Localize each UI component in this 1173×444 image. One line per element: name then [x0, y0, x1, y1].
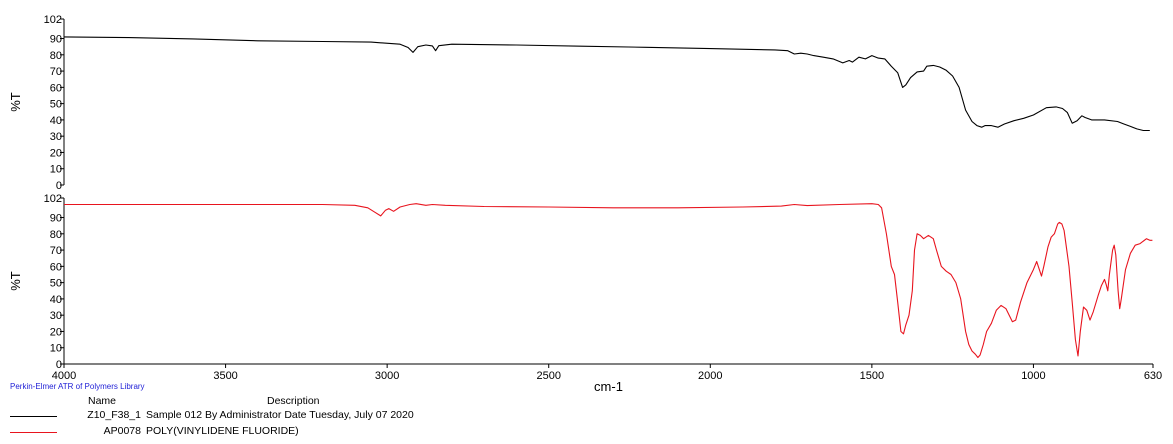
y-axis-label: %T — [8, 271, 23, 291]
legend-row-sample: Z10_F38_1 Sample 012 By Administrator Da… — [0, 409, 700, 423]
legend-name: AP0078 — [103, 425, 141, 437]
legend-description: POLY(VINYLIDENE FLUORIDE) — [146, 425, 299, 437]
y-tick-label: 50 — [50, 278, 62, 290]
legend-line-swatch — [10, 416, 57, 417]
y-tick-label: 90 — [50, 34, 62, 46]
y-tick-label: 0 — [56, 359, 62, 371]
x-tick-label: 3500 — [213, 370, 237, 382]
y-tick-label: 40 — [50, 294, 62, 306]
y-tick-label: 0 — [56, 180, 62, 192]
y-tick-label: 70 — [50, 66, 62, 78]
legend-description-header: Description — [267, 395, 320, 407]
x-tick-label: 1500 — [860, 370, 884, 382]
y-tick-label: 30 — [50, 310, 62, 322]
x-tick-label: 1000 — [1021, 370, 1045, 382]
spectrum-line-ap0078 — [64, 203, 1153, 359]
y-tick-label: 30 — [50, 131, 62, 143]
x-tick-label: 2500 — [536, 370, 560, 382]
y-tick-label: 20 — [50, 147, 62, 159]
y-tick-label: 10 — [50, 343, 62, 355]
spectrum-line-z10-f38-1 — [63, 36, 1150, 132]
y-tick-label: 60 — [50, 261, 62, 273]
x-tick-label: 2000 — [698, 370, 722, 382]
y-tick-label: 60 — [50, 82, 62, 94]
legend-name: Z10_F38_1 — [87, 409, 141, 421]
y-tick-label: 102 — [44, 193, 62, 205]
y-axis-label: %T — [8, 92, 23, 112]
y-tick-label: 80 — [50, 50, 62, 62]
x-tick-label: 630 — [1144, 370, 1162, 382]
y-tick-label: 10 — [50, 164, 62, 176]
bottom-spectrum-panel: 0 10 20 30 40 50 60 70 80 90 102 %T 4000 3500 3000 2500… — [8, 193, 1162, 394]
x-tick-label: 4000 — [52, 370, 76, 382]
legend-line-swatch — [10, 432, 57, 433]
x-tick-label: 3000 — [375, 370, 399, 382]
legend-row-reference: AP0078 POLY(VINYLIDENE FLUORIDE) — [0, 425, 700, 439]
top-spectrum-panel: 0 10 20 30 40 50 60 70 80 90 102 %T — [8, 14, 1150, 192]
y-tick-label: 50 — [50, 99, 62, 111]
y-tick-label: 102 — [44, 14, 62, 26]
x-axis-label: cm-1 — [594, 379, 623, 394]
legend-description: Sample 012 By Administrator Date Tuesday… — [146, 409, 414, 421]
legend-name-header: Name — [88, 395, 117, 407]
y-tick-label: 40 — [50, 115, 62, 127]
library-source-label: Perkin-Elmer ATR of Polymers Library — [10, 382, 145, 391]
y-tick-label: 20 — [50, 326, 62, 338]
y-tick-label: 70 — [50, 245, 62, 257]
y-tick-label: 80 — [50, 229, 62, 241]
y-tick-label: 90 — [50, 213, 62, 225]
